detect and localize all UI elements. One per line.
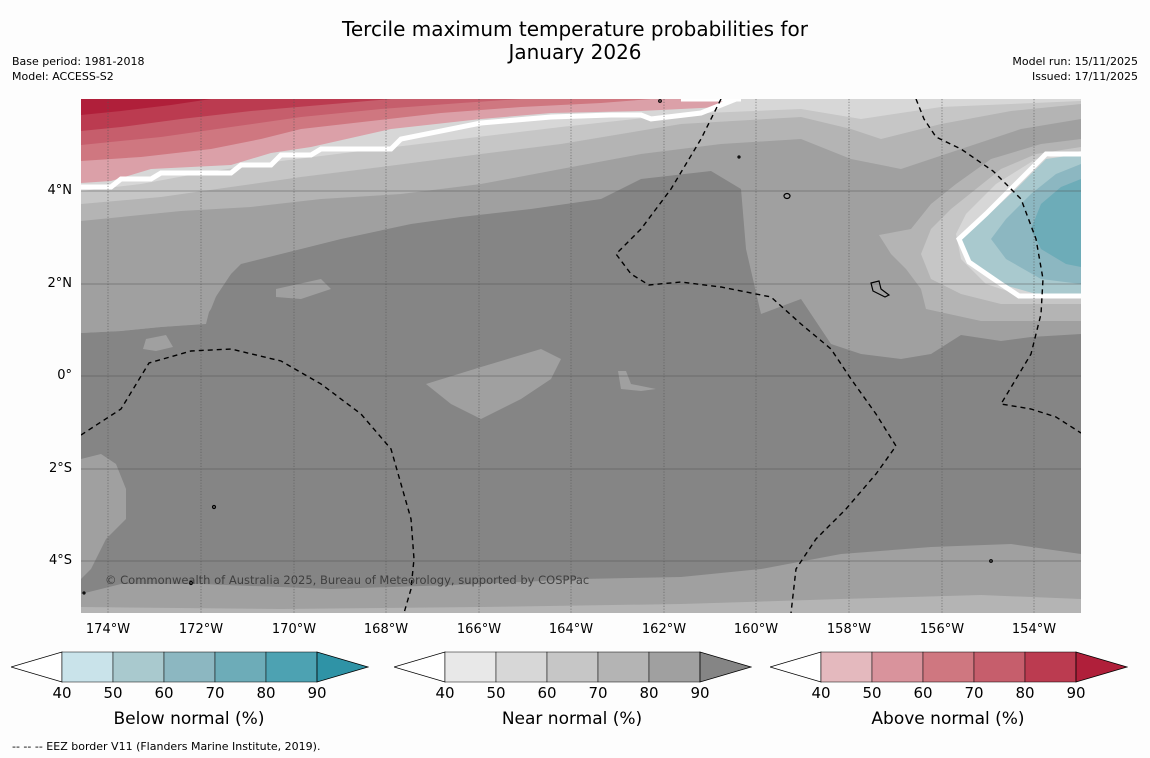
eez-border-west	[81, 348, 415, 613]
lat-tick-label: 2°S	[48, 461, 72, 476]
title-line-2: January 2026	[508, 40, 642, 64]
colorbar-near-normal	[394, 651, 752, 683]
colorbar-tick: 60	[154, 684, 174, 702]
lon-tick-label: 156°W	[919, 622, 965, 637]
colorbar-segment	[546, 651, 599, 683]
colorbar-segment	[871, 651, 924, 683]
lon-tick-label: 162°W	[641, 622, 687, 637]
lon-tick-label: 166°W	[456, 622, 502, 637]
eez-border-central	[615, 99, 897, 613]
colorbar-tick: 60	[537, 684, 557, 702]
lat-tick-label: 0°	[57, 368, 72, 383]
colorbar-tick: 50	[103, 684, 123, 702]
graticule	[81, 99, 1081, 613]
model-text: Model: ACCESS-S2	[12, 70, 114, 83]
colorbar-segment	[495, 651, 548, 683]
colorbar-segment	[444, 651, 497, 683]
colorbar-min-arrow	[770, 651, 822, 683]
above-normal-80-region	[81, 99, 391, 131]
colorbar-segment	[214, 651, 267, 683]
island-dot-2	[188, 580, 194, 586]
eez-borders	[81, 99, 1081, 613]
colorbar-segment	[597, 651, 650, 683]
near-normal-70-region-south	[81, 595, 1081, 613]
colorbar-segment	[112, 651, 165, 683]
colorbar-tick: 70	[205, 684, 225, 702]
lat-tick-label: 2°N	[47, 276, 73, 291]
map-title: Tercile maximum temperature probabilitie…	[0, 18, 1150, 64]
colorbar-tick: 40	[811, 684, 831, 702]
lon-tick-label: 160°W	[733, 622, 779, 637]
colorbar-tick: 80	[256, 684, 276, 702]
colorbar-label-below: Below normal (%)	[113, 709, 265, 729]
colorbar-label-near: Near normal (%)	[501, 709, 643, 729]
colorbar-label-above: Above normal (%)	[871, 709, 1025, 729]
colorbar-tick: 50	[862, 684, 882, 702]
near-normal-80-patch-equator	[426, 349, 561, 419]
colorbar-tick: 90	[690, 684, 710, 702]
eez-border-east	[915, 99, 1081, 434]
base-period-text: Base period: 1981-2018	[12, 55, 145, 68]
lon-tick-label: 170°W	[271, 622, 317, 637]
colorbar-segment	[973, 651, 1026, 683]
islands	[82, 99, 993, 595]
colorbar-segment	[265, 651, 318, 683]
meta-right: Model run: 15/11/2025 Issued: 17/11/2025	[1012, 54, 1138, 84]
island-dot-4	[658, 99, 662, 103]
island-dot-1	[211, 504, 217, 510]
above-normal-40-contour	[81, 99, 737, 190]
colorbar-tick: 90	[307, 684, 327, 702]
near-normal-80-patch-west	[81, 249, 231, 333]
colorbar-segment	[820, 651, 873, 683]
above-normal-90-region	[81, 99, 211, 115]
colorbar-tick: 40	[52, 684, 72, 702]
lon-tick-label: 164°W	[548, 622, 594, 637]
probability-map: © Commonwealth of Australia 2025, Bureau…	[81, 99, 1081, 613]
colorbar-tick: 90	[1066, 684, 1086, 702]
island-north	[783, 192, 791, 200]
near-normal-80-patch-tiny	[143, 335, 173, 351]
lon-tick-label: 154°W	[1011, 622, 1057, 637]
meta-left: Base period: 1981-2018 Model: ACCESS-S2	[12, 54, 144, 84]
colorbar-tick: 50	[486, 684, 506, 702]
lon-tick-label: 174°W	[85, 622, 131, 637]
model-run-text: Model run: 15/11/2025	[1012, 55, 1138, 68]
lat-tick-label: 4°N	[47, 183, 73, 198]
colorbar-segment	[922, 651, 975, 683]
colorbar-max-arrow	[1075, 651, 1128, 683]
colorbar-above-normal	[770, 651, 1128, 683]
island-dot-6	[82, 591, 86, 595]
colorbar-min-arrow	[11, 651, 63, 683]
lon-tick-label: 172°W	[178, 622, 224, 637]
lon-tick-label: 158°W	[826, 622, 872, 637]
colorbar-tick: 60	[913, 684, 933, 702]
lon-tick-label: 168°W	[363, 622, 409, 637]
eez-footnote: -- -- -- EEZ border V11 (Flanders Marine…	[12, 740, 321, 753]
colorbar-max-arrow	[316, 651, 369, 683]
copyright-notice: © Commonwealth of Australia 2025, Bureau…	[105, 573, 589, 587]
colorbar-tick: 80	[639, 684, 659, 702]
lat-tick-label: 4°S	[48, 553, 72, 568]
colorbar-min-arrow	[394, 651, 446, 683]
near-normal-80-patch-sw	[81, 454, 126, 579]
island-dot-5	[737, 155, 741, 159]
colorbar-segment	[1024, 651, 1077, 683]
island-east	[870, 280, 891, 298]
colorbar-below-normal	[11, 651, 369, 683]
colorbar-tick: 70	[964, 684, 984, 702]
colorbar-tick: 40	[435, 684, 455, 702]
title-line-1: Tercile maximum temperature probabilitie…	[342, 17, 808, 41]
colorbar-segment	[163, 651, 216, 683]
issued-text: Issued: 17/11/2025	[1031, 70, 1138, 83]
colorbar-segment	[648, 651, 701, 683]
colorbar-max-arrow	[699, 651, 752, 683]
below-normal-70-region	[1031, 179, 1081, 267]
below-normal-40-contour	[956, 151, 1081, 299]
colorbar-tick: 70	[588, 684, 608, 702]
colorbar-tick: 80	[1015, 684, 1035, 702]
island-dot-3	[989, 559, 993, 563]
colorbar-segment	[61, 651, 114, 683]
